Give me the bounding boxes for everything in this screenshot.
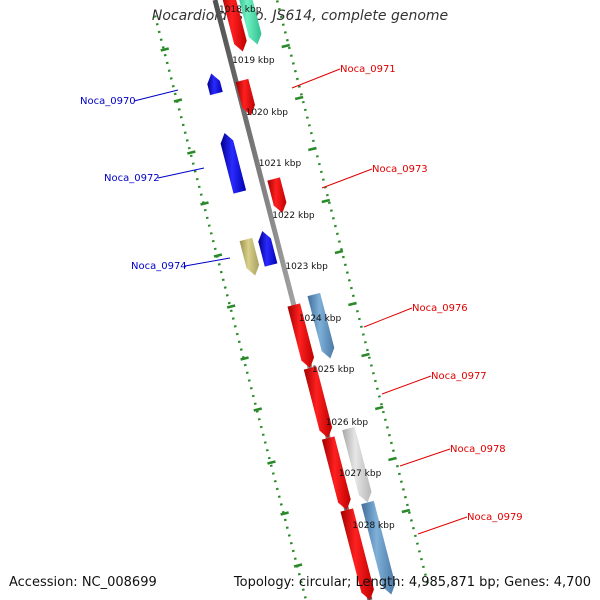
accession-text: Accession: NC_008699 [9, 575, 157, 590]
kbp-tick-label: 1025 kbp [312, 365, 355, 375]
gene-label: Noca_0970 [80, 96, 136, 107]
gene-noca-0979 [340, 508, 374, 600]
gene-noca-0975 [258, 231, 278, 267]
gene-label-leader [321, 168, 373, 189]
topology-text: Topology: circular; Length: 4,985,871 bp… [233, 575, 591, 590]
plus-tick-mark [280, 511, 289, 516]
kbp-tick-label: 1023 kbp [285, 262, 328, 272]
kbp-tick-label: 1026 kbp [326, 418, 369, 428]
gene-label-leader [291, 68, 341, 89]
kbp-tick-label: 1022 kbp [272, 211, 315, 221]
gene-label-leader [157, 167, 205, 179]
kbp-tick-label: 1027 kbp [339, 469, 382, 479]
gene-label-leader [381, 375, 432, 395]
plus-tick-mark [187, 150, 196, 155]
gene-label: Noca_0978 [450, 444, 506, 455]
gene-label-leader [133, 89, 179, 102]
gene-noca-0976 [287, 303, 315, 368]
kbp-tick-mark [294, 95, 304, 101]
gene-noca-0979b [361, 500, 396, 595]
gene-label-leader [417, 516, 468, 535]
plus-tick-mark [160, 47, 170, 52]
kbp-tick-mark [321, 198, 331, 204]
gene-label-leader [399, 448, 451, 467]
gene-noca-0974 [239, 237, 260, 276]
kbp-tick-label: 1019 kbp [232, 56, 275, 66]
gene-mint-top [239, 0, 262, 45]
gene-label-leader [184, 257, 231, 267]
gene-label: Noca_0979 [467, 512, 523, 523]
gene-noca-0977 [303, 366, 333, 438]
plus-tick-mark [226, 304, 236, 309]
minus-strand-ruler [275, 0, 430, 586]
kbp-tick-label: 1021 kbp [259, 159, 302, 169]
kbp-tick-label: 1020 kbp [246, 108, 289, 118]
gene-noca-0971 [235, 78, 256, 116]
kbp-tick-mark [388, 456, 397, 462]
kbp-tick-mark [308, 146, 317, 152]
kbp-tick-mark [374, 405, 384, 411]
gene-noca-0972 [220, 133, 247, 194]
plus-tick-mark [293, 563, 303, 568]
gene-label: Noca_0971 [340, 64, 396, 75]
gene-label: Noca_0976 [412, 303, 468, 314]
kbp-tick-mark [334, 249, 344, 255]
plus-tick-mark [240, 356, 249, 361]
kbp-tick-mark [361, 352, 370, 358]
gene-noca-0970 [207, 73, 223, 96]
plus-tick-mark [213, 253, 223, 258]
gene-noca-0978b [342, 426, 372, 503]
plus-tick-mark [267, 460, 276, 465]
gene-noca-0973 [267, 177, 287, 213]
kbp-tick-label: 1024 kbp [299, 314, 342, 324]
gene-label: Noca_0974 [131, 261, 187, 272]
plus-tick-mark [200, 201, 209, 206]
gene-noca-0978 [321, 436, 351, 510]
plus-tick-mark [173, 98, 183, 103]
kbp-tick-mark [348, 301, 357, 307]
gene-noca-0976b [307, 292, 335, 359]
kbp-tick-label: 1018 kbp [219, 5, 262, 15]
gene-label: Noca_0977 [431, 371, 487, 382]
gene-red-top-a [222, 0, 247, 52]
kbp-tick-mark [281, 43, 291, 49]
gene-label: Noca_0972 [104, 173, 160, 184]
kbp-tick-mark [401, 508, 411, 514]
gene-label-leader [363, 307, 413, 328]
kbp-tick-label: 1028 kbp [352, 521, 395, 531]
plus-tick-mark [253, 407, 263, 412]
gene-label: Noca_0973 [372, 164, 428, 175]
